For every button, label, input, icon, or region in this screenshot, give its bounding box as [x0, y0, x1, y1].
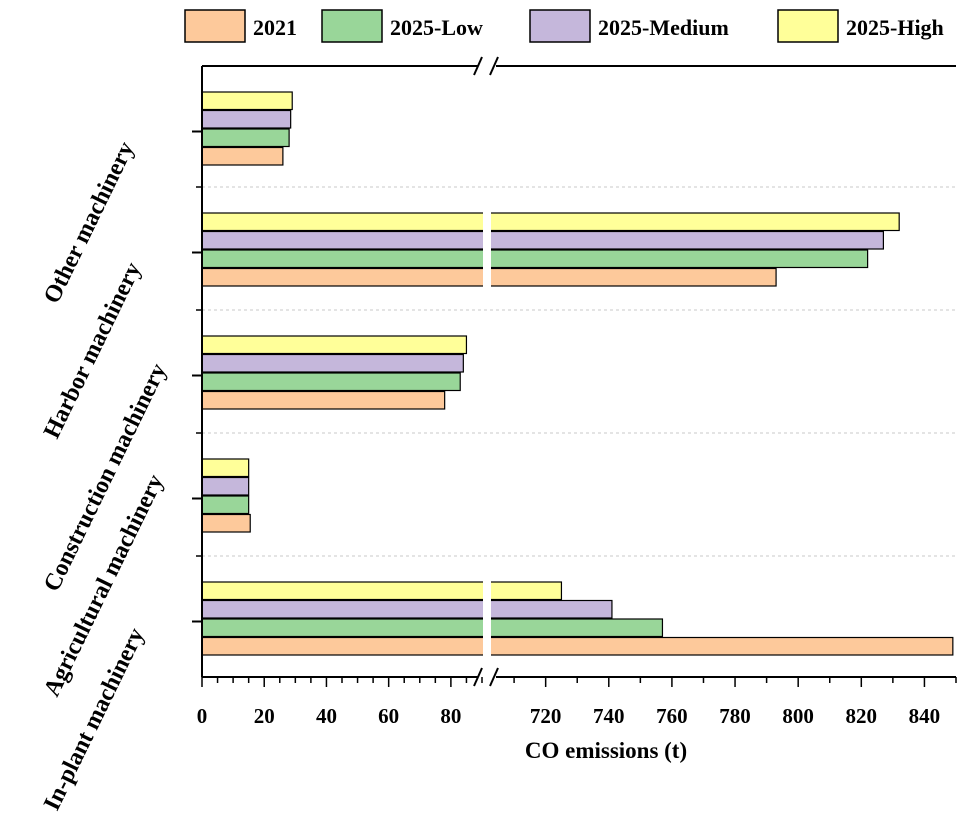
legend-swatch-2025-medium [529, 9, 591, 43]
x-tick-label: 740 [593, 704, 625, 728]
axis-break-mark [489, 56, 499, 76]
bar-break-gap [483, 599, 491, 620]
axis-break-mark [473, 667, 483, 687]
x-tick-label: 80 [440, 704, 461, 728]
bar-other-machinery-2021 [201, 146, 284, 166]
axis-break-mark [489, 667, 499, 687]
bar-break-gap [483, 267, 491, 288]
bar-in-plant-machinery-2025-low [201, 618, 664, 638]
bar-other-machinery-2025-low [201, 128, 290, 148]
x-tick-label: 840 [909, 704, 941, 728]
x-axis-ticks: 0 20 40 60 80 720 740 760 780 800 820 840 [197, 677, 957, 728]
legend-swatch-2025-low [321, 9, 383, 43]
bar-break-gap [483, 211, 491, 232]
bar-harbor-machinery-2025-medium [201, 230, 885, 250]
bar-harbor-machinery-2025-low [201, 249, 869, 269]
bar-construction-machinery-2021 [201, 390, 446, 410]
bar-harbor-machinery-2025-high [201, 212, 900, 232]
bar-construction-machinery-2025-high [201, 335, 468, 355]
x-tick-label: 780 [719, 704, 751, 728]
legend-swatch-2025-high [777, 9, 839, 43]
bars [201, 91, 954, 657]
x-tick-label: 820 [846, 704, 878, 728]
x-tick-label: 760 [656, 704, 688, 728]
bar-agricultural-machinery-2025-low [201, 495, 250, 515]
bar-other-machinery-2025-medium [201, 109, 292, 129]
x-axis-title: CO emissions (t) [525, 738, 687, 763]
x-tick-label: 20 [254, 704, 275, 728]
legend-label-2021: 2021 [253, 15, 297, 40]
bar-break-gap [483, 248, 491, 269]
bar-break-gap [483, 617, 491, 638]
x-tick-label: 60 [378, 704, 399, 728]
bar-agricultural-machinery-2021 [201, 513, 251, 533]
x-tick-label: 800 [782, 704, 814, 728]
y-category-label: In-plant machinery [39, 624, 150, 815]
bar-agricultural-machinery-2025-medium [201, 476, 250, 496]
axis-break-mark [473, 56, 483, 76]
bar-in-plant-machinery-2025-medium [201, 599, 613, 619]
bar-break-gap [483, 580, 491, 601]
bar-break-gap [483, 636, 491, 657]
x-tick-label: 40 [316, 704, 337, 728]
legend-label-2025-low: 2025-Low [390, 15, 483, 40]
bar-break-gap [483, 230, 491, 251]
legend-swatch-2021 [184, 9, 246, 43]
x-tick-label: 0 [197, 704, 208, 728]
bar-in-plant-machinery-2025-high [201, 581, 563, 601]
legend-label-2025-medium: 2025-Medium [598, 15, 729, 40]
legend-label-2025-high: 2025-High [846, 15, 944, 40]
bar-construction-machinery-2025-low [201, 372, 461, 392]
x-tick-label: 720 [530, 704, 562, 728]
bar-other-machinery-2025-high [201, 91, 293, 111]
legend: 2021 2025-Low 2025-Medium 2025-High [184, 9, 944, 43]
bar-agricultural-machinery-2025-high [201, 458, 250, 478]
bar-construction-machinery-2025-medium [201, 353, 464, 373]
bar-in-plant-machinery-2021 [201, 636, 954, 656]
